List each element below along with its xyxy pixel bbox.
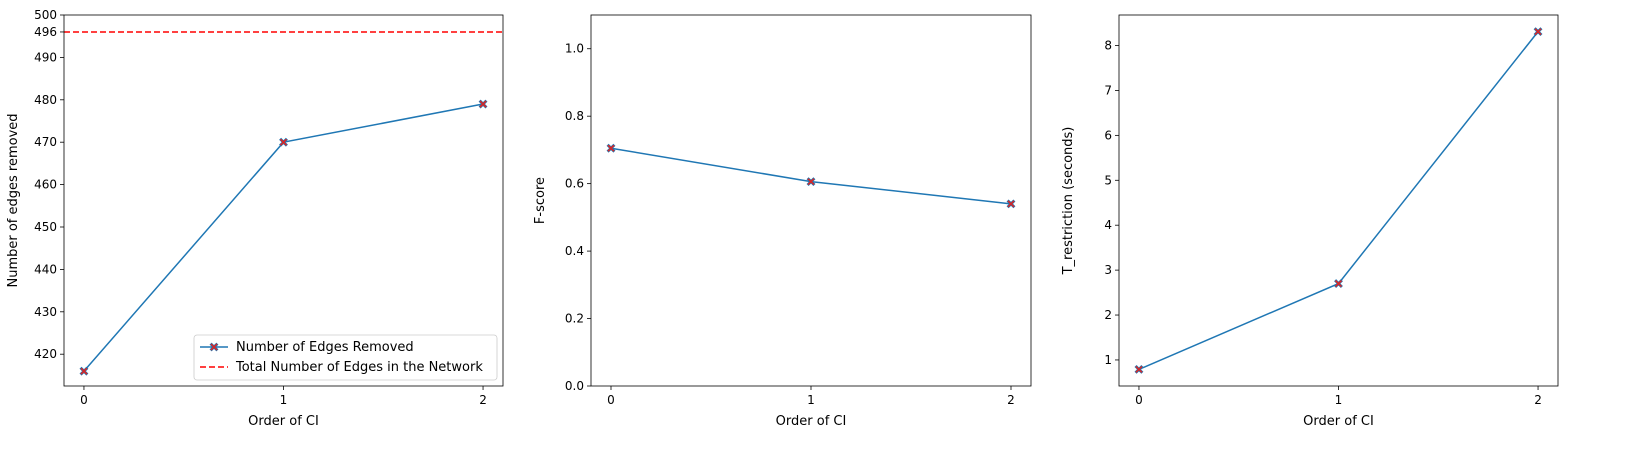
y-tick-label: 6 <box>1104 128 1112 142</box>
x-axis-label: Order of CI <box>1303 414 1374 429</box>
legend-entry-label: Total Number of Edges in the Network <box>235 360 483 375</box>
y-tick-label: 440 <box>34 262 57 276</box>
legend-entry-label: Number of Edges Removed <box>236 340 414 355</box>
data-point <box>279 137 288 147</box>
data-point <box>1533 27 1543 37</box>
chart-panel-1: 0 1 2 0.0 0.2 0.4 0.6 0.8 1.0 Order of CI F-score <box>533 14 1032 429</box>
y-axis-label: Number of edges removed <box>6 113 21 287</box>
data-point <box>478 99 488 109</box>
y-tick-label: 1.0 <box>565 42 584 56</box>
chart-panel-2: 0 1 2 1 2 3 4 5 6 7 8 Order of CI T_restriction (sec… <box>1061 14 1559 429</box>
y-tick-label: 0.4 <box>565 244 584 258</box>
y-tick-label: 490 <box>34 50 57 64</box>
y-tick-label: 0.0 <box>565 379 584 393</box>
y-tick-label: 420 <box>34 347 57 361</box>
x-axis-label: Order of CI <box>776 414 847 429</box>
x-tick-label: 2 <box>479 393 487 407</box>
data-point <box>1006 199 1016 209</box>
y-tick-label: 0.6 <box>565 177 584 191</box>
plot-frame <box>63 14 504 387</box>
data-point <box>79 366 89 376</box>
chart-panel-0: 0 1 2 420 430 440 450 460 470 480 490 500 496 Order o… <box>6 8 504 429</box>
y-tick-label: 4 <box>1104 218 1112 232</box>
y-tick-label: 430 <box>34 305 57 319</box>
y-tick-label: 0.8 <box>565 109 584 123</box>
legend: Number of Edges Removed Total Number of E… <box>193 334 498 381</box>
y-tick-label: 480 <box>34 93 57 107</box>
y-tick-label: 2 <box>1104 308 1112 322</box>
data-point <box>1334 279 1343 289</box>
x-axis-label: Order of CI <box>248 414 319 429</box>
x-tick-label: 2 <box>1534 393 1542 407</box>
y-tick-label-reference: 496 <box>34 25 57 39</box>
x-tick-label: 0 <box>607 393 615 407</box>
y-tick-label: 3 <box>1104 263 1112 277</box>
plot-frame <box>590 14 1032 387</box>
legend-box <box>193 334 498 381</box>
x-tick-label: 0 <box>1135 393 1143 407</box>
y-tick-label: 500 <box>34 8 57 22</box>
y-tick-label: 8 <box>1104 39 1112 53</box>
y-tick-label: 7 <box>1104 83 1112 97</box>
x-tick-label: 2 <box>1007 393 1015 407</box>
y-tick-label: 460 <box>34 178 57 192</box>
y-axis-label: F-score <box>533 177 548 224</box>
x-tick-label: 1 <box>280 393 288 407</box>
y-axis-label: T_restriction (seconds) <box>1061 127 1076 276</box>
series-line <box>1138 31 1539 371</box>
series-line <box>610 147 1012 205</box>
x-tick-label: 0 <box>80 393 88 407</box>
x-tick-label: 1 <box>807 393 815 407</box>
x-tick-label: 1 <box>1335 393 1343 407</box>
y-tick-label: 1 <box>1104 353 1112 367</box>
data-point <box>606 143 616 153</box>
y-tick-label: 5 <box>1104 173 1112 187</box>
legend-marker <box>209 342 219 352</box>
data-point <box>1134 364 1144 374</box>
plot-frame <box>1118 14 1559 387</box>
data-point <box>806 177 816 187</box>
y-tick-label: 450 <box>34 220 57 234</box>
y-tick-label: 0.2 <box>565 312 584 326</box>
y-tick-label: 470 <box>34 135 57 149</box>
